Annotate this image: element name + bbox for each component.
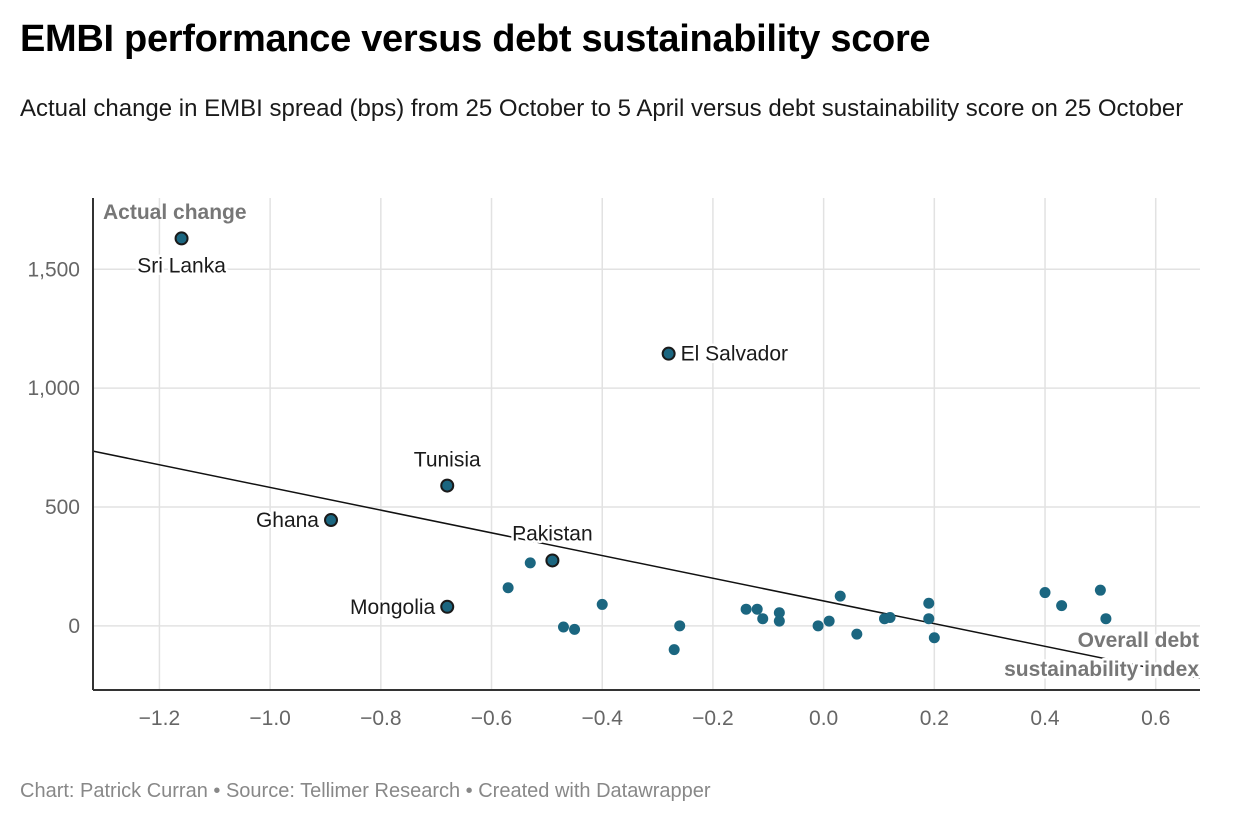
point-label-sri-lanka: Sri Lanka xyxy=(137,254,226,277)
x-axis-title: Overall debt xyxy=(1078,629,1199,652)
chart-title: EMBI performance versus debt sustainabil… xyxy=(20,18,931,60)
data-point xyxy=(851,628,863,640)
y-axis-title: Actual change xyxy=(103,201,247,224)
data-point xyxy=(773,607,785,619)
data-point xyxy=(812,620,824,632)
y-tick-label: 0 xyxy=(68,615,80,638)
x-tick-label: 0.2 xyxy=(920,707,949,730)
y-tick-label: 1,000 xyxy=(27,377,80,400)
point-label-halo: Tunisia xyxy=(414,449,481,472)
y-tick-label: 1,500 xyxy=(27,258,80,281)
data-point-mongolia xyxy=(440,599,455,614)
grid-lines xyxy=(93,198,1200,690)
data-point xyxy=(928,632,940,644)
x-tick-label: −0.8 xyxy=(360,707,401,730)
data-point xyxy=(557,621,569,633)
data-point xyxy=(773,615,785,627)
x-tick-label: 0.0 xyxy=(809,707,838,730)
data-point xyxy=(596,598,608,610)
chart-credit: Chart: Patrick Curran • Source: Tellimer… xyxy=(20,780,711,802)
point-label-pakistan: Pakistan xyxy=(512,522,593,545)
data-point xyxy=(1056,600,1068,612)
data-point xyxy=(923,613,935,625)
data-point xyxy=(751,603,763,615)
data-point xyxy=(1100,613,1112,625)
x-tick-label: 0.6 xyxy=(1141,707,1170,730)
data-point xyxy=(668,644,680,656)
data-point xyxy=(524,557,536,569)
x-axis-title-halo: Overall debt xyxy=(1078,629,1199,652)
point-label-tunisia: Tunisia xyxy=(414,449,481,472)
data-point xyxy=(674,620,686,632)
axes xyxy=(92,198,1200,691)
data-point xyxy=(502,582,514,594)
tick-labels: −1.2 −1.0 −0.8 −0.6 −0.4 −0.2 0.0 0.2 0.4 0.6 0 500… xyxy=(27,258,1170,730)
data-point xyxy=(823,615,835,627)
point-label-halo: El Salvador xyxy=(681,343,788,366)
data-point xyxy=(569,623,581,635)
trend-line xyxy=(92,450,1201,679)
point-label-halo: Sri Lanka xyxy=(137,254,226,277)
data-point xyxy=(834,590,846,602)
point-label-mongolia: Mongolia xyxy=(350,596,436,619)
data-point xyxy=(757,613,769,625)
x-tick-label: −0.6 xyxy=(471,707,512,730)
chart-subtitle: Actual change in EMBI spread (bps) from … xyxy=(20,95,1184,122)
data-point xyxy=(1094,584,1106,596)
data-point-el-salvador xyxy=(661,346,676,361)
data-point xyxy=(740,603,752,615)
data-point-tunisia xyxy=(440,478,455,493)
data-points xyxy=(174,231,1112,656)
point-label-halo: Mongolia xyxy=(350,596,436,619)
x-tick-label: 0.4 xyxy=(1030,707,1060,730)
x-tick-label: −0.4 xyxy=(581,707,623,730)
x-tick-label: −0.2 xyxy=(692,707,733,730)
data-point-ghana xyxy=(324,513,339,528)
data-point-pakistan xyxy=(545,553,560,568)
data-point xyxy=(1039,587,1051,599)
point-label-halo: Pakistan xyxy=(512,522,593,545)
x-tick-label: −1.2 xyxy=(139,707,180,730)
data-point xyxy=(923,597,935,609)
point-label-el-salvador: El Salvador xyxy=(681,343,788,366)
point-label-halo: Ghana xyxy=(256,509,319,532)
x-tick-label: −1.0 xyxy=(249,707,290,730)
data-point-sri-lanka xyxy=(174,231,189,246)
x-axis-title: sustainability index xyxy=(1004,658,1199,681)
point-label-ghana: Ghana xyxy=(256,509,319,532)
y-tick-label: 500 xyxy=(45,496,80,519)
trend-line-group xyxy=(92,450,1201,679)
data-point xyxy=(884,612,896,624)
x-axis-title-halo: sustainability index xyxy=(1004,658,1199,681)
